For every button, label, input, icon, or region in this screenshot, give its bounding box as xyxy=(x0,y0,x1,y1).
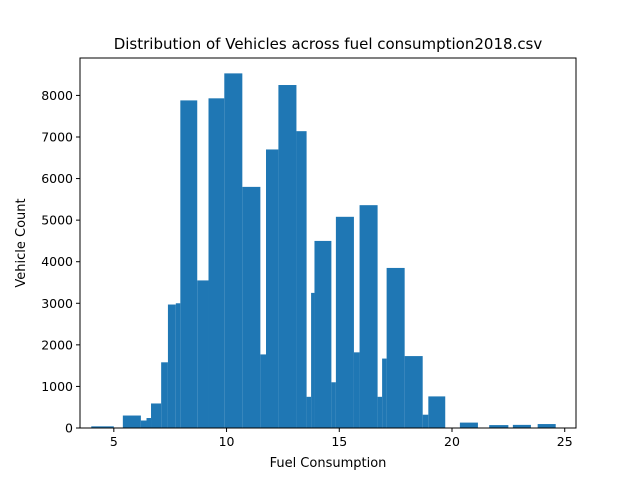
histogram-bar-11 xyxy=(208,98,225,428)
histogram-bar-19 xyxy=(311,292,315,428)
histogram-bar-10 xyxy=(197,280,209,428)
histogram-bar-26 xyxy=(382,358,387,428)
histogram-bar-23 xyxy=(353,352,360,428)
histogram-bar-21 xyxy=(331,382,336,428)
histogram-bar-30 xyxy=(428,396,446,428)
histogram-bar-36 xyxy=(512,424,531,428)
bars-layer xyxy=(91,73,556,429)
histogram-bar-27 xyxy=(386,267,405,428)
x-tick-label: 10 xyxy=(219,434,235,449)
histogram-bar-6 xyxy=(161,362,168,428)
x-tick-label: 20 xyxy=(444,434,460,449)
histogram-bar-2 xyxy=(122,415,141,428)
histogram-bar-12 xyxy=(224,73,243,428)
histogram-bar-18 xyxy=(306,396,312,428)
histogram-bar-22 xyxy=(335,216,354,428)
x-axis-label: Fuel Consumption xyxy=(270,456,387,471)
histogram-bar-7 xyxy=(167,304,176,428)
histogram-bar-16 xyxy=(278,85,297,429)
histogram-bar-3 xyxy=(140,420,147,428)
histogram-bar-8 xyxy=(175,303,181,428)
histogram-bar-20 xyxy=(314,240,332,428)
histogram-bar-0 xyxy=(91,426,114,428)
histogram-bar-25 xyxy=(377,396,383,428)
y-tick-label: 7000 xyxy=(41,129,73,144)
y-tick-label: 4000 xyxy=(41,254,73,269)
histogram-bar-17 xyxy=(296,131,307,429)
y-tick-label: 5000 xyxy=(41,213,73,228)
x-tick-label: 15 xyxy=(331,434,347,449)
histogram-bar-29 xyxy=(422,414,429,428)
histogram-bar-5 xyxy=(151,403,162,428)
histogram-bar-9 xyxy=(180,100,198,429)
y-tick-label: 8000 xyxy=(41,88,73,103)
y-tick-label: 3000 xyxy=(41,296,73,311)
histogram-bar-14 xyxy=(260,354,266,428)
histogram-bar-28 xyxy=(404,356,423,428)
y-tick-label: 6000 xyxy=(41,171,73,186)
histogram-bar-34 xyxy=(489,425,509,428)
chart-title: Distribution of Vehicles across fuel con… xyxy=(114,35,543,53)
histogram-bar-32 xyxy=(459,422,478,428)
y-axis-ticks: 0 1000 2000 3000 4000 5000 6000 7000 8000 xyxy=(41,88,80,436)
histogram-bar-13 xyxy=(242,186,261,428)
histogram-bar-38 xyxy=(537,424,556,428)
histogram-bar-15 xyxy=(266,149,279,428)
y-axis-label: Vehicle Count xyxy=(14,198,29,287)
y-tick-label: 2000 xyxy=(41,337,73,352)
x-tick-label: 5 xyxy=(110,434,118,449)
histogram-bar-24 xyxy=(359,205,378,428)
histogram-bar-4 xyxy=(146,418,152,428)
x-tick-label: 25 xyxy=(557,434,573,449)
x-axis-ticks: 5 10 15 20 25 xyxy=(110,428,573,449)
y-tick-label: 0 xyxy=(65,421,73,436)
axes-frame xyxy=(79,57,577,429)
y-tick-label: 1000 xyxy=(41,379,73,394)
